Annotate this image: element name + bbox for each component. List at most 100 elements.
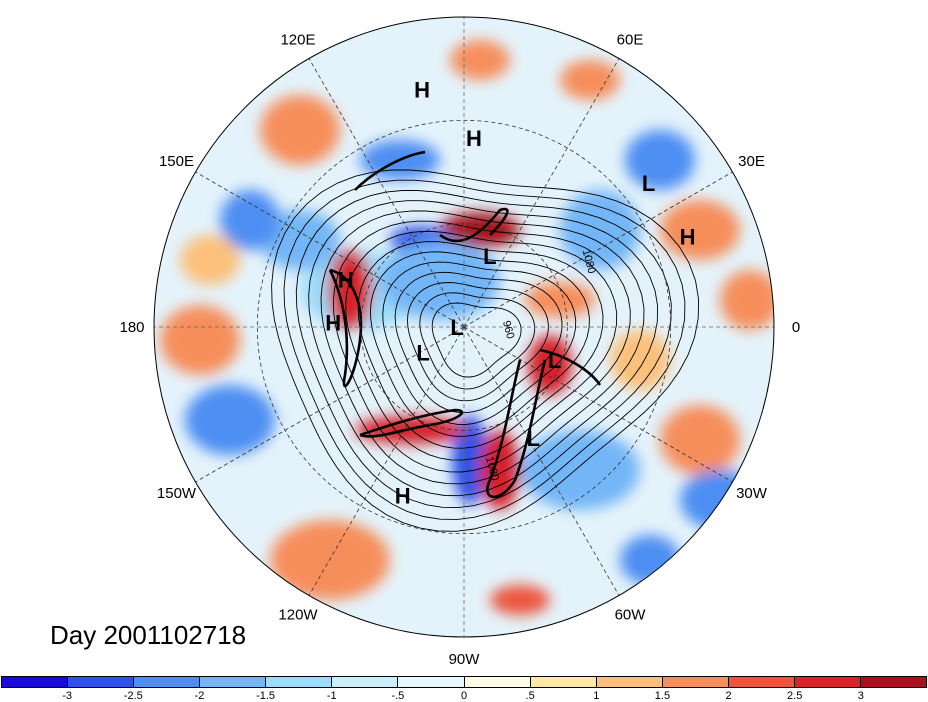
colorbar-swatch: [596, 677, 663, 687]
height-contour: [332, 220, 631, 473]
anomaly-blob: [480, 430, 520, 510]
contour-value-label: 960: [500, 319, 516, 340]
colorbar-labels: -3 -2.5 -2 -1.5 -1 -.5 0 .5 1 1.5 2 2.5 3: [0, 690, 928, 702]
meridian-line: [195, 171, 465, 328]
colorbar-label: 3: [857, 690, 864, 702]
height-contour: [308, 200, 659, 497]
longitude-label: 30E: [738, 153, 765, 170]
high-pressure-label: H: [414, 78, 430, 103]
height-contour: [431, 302, 522, 378]
height-contour: [271, 169, 700, 532]
anomaly-blob: [660, 200, 740, 260]
colorbar-label: -1.5: [256, 690, 276, 702]
height-contour: [394, 271, 563, 414]
anomaly-blob: [185, 385, 275, 455]
meridian-line: [308, 326, 465, 596]
anomaly-blob: [260, 95, 340, 165]
anomaly-blob: [520, 430, 640, 510]
low-pressure-label: L: [416, 341, 429, 366]
anomaly-blob: [525, 282, 595, 318]
colorbar-label: -2.5: [123, 690, 143, 702]
height-contour: [283, 179, 686, 520]
meridian-line: [463, 326, 620, 596]
anomaly-blob: [260, 210, 340, 270]
day-title: Day 2001102718: [50, 620, 247, 650]
colorbar-label: 1: [593, 690, 600, 702]
height-contour: [382, 261, 577, 425]
anomaly-blob: [720, 270, 774, 330]
anomaly-blob: [180, 235, 240, 285]
colorbar-swatch: [728, 677, 795, 687]
low-pressure-label: L: [548, 348, 561, 373]
anomaly-blob: [610, 330, 670, 390]
low-pressure-label: L: [450, 315, 463, 340]
colorbar-swatch: [398, 677, 465, 687]
colorbar-label: 2: [725, 690, 732, 702]
longitude-label: 90E: [451, 0, 478, 4]
longitude-label: 60E: [617, 32, 644, 49]
longitude-label: 120E: [280, 32, 315, 49]
height-contour: [419, 292, 536, 390]
high-pressure-label: H: [395, 483, 411, 508]
low-pressure-label: L: [642, 171, 655, 196]
meridian-line: [463, 171, 733, 328]
meridian-line: [463, 58, 620, 328]
anomaly-blob: [490, 585, 550, 615]
colorbar-swatch: [266, 677, 333, 687]
colorbar: [1, 676, 927, 688]
colorbar-swatch: [464, 677, 531, 687]
height-contour: [357, 241, 604, 449]
colorbar-swatch: [68, 677, 135, 687]
high-pressure-label: H: [338, 267, 354, 292]
colorbar-swatch: [662, 677, 729, 687]
jet-contour: [439, 207, 509, 243]
longitude-label: 150E: [159, 153, 194, 170]
longitude-label: 180: [119, 319, 144, 336]
colorbar-label: -1: [326, 690, 337, 702]
colorbar-label: .5: [525, 690, 535, 702]
jet-contour: [539, 348, 602, 386]
longitude-label: 30W: [736, 485, 768, 502]
longitude-label: 0: [792, 319, 800, 336]
colorbar-swatch: [134, 677, 201, 687]
map-border: [153, 16, 775, 638]
colorbar-swatch: [530, 677, 597, 687]
anomaly-blob: [625, 130, 695, 190]
height-contour: [320, 210, 645, 485]
colorbar-swatch: [794, 677, 862, 687]
jet-contour: [486, 359, 547, 499]
high-pressure-label: H: [680, 225, 696, 250]
colorbar-swatch: [200, 677, 267, 687]
anomaly-blob: [160, 305, 240, 375]
height-contour: [295, 190, 672, 509]
colorbar-swatch: [332, 677, 399, 687]
latitude-circle: [360, 223, 568, 431]
anomaly-blob: [452, 415, 488, 505]
low-pressure-label: L: [483, 244, 496, 269]
anomaly-blob: [380, 240, 500, 320]
height-contours: [271, 150, 700, 532]
colorbar-label: 1.5: [654, 690, 671, 702]
anomaly-blob: [220, 190, 280, 250]
longitude-label: 120W: [278, 607, 318, 624]
jet-contour: [328, 268, 363, 388]
longitude-label: 60W: [615, 607, 647, 624]
meridian-line: [308, 58, 465, 328]
meridian-line: [195, 326, 465, 483]
height-contour: [369, 251, 590, 437]
anomaly-blob: [270, 520, 390, 600]
longitude-label: 150W: [157, 485, 197, 502]
colorbar-label: -3: [62, 690, 73, 702]
jet-contour: [359, 408, 463, 438]
colorbar-swatch: [2, 677, 69, 687]
colorbar-swatch: [861, 677, 927, 687]
lat-lon-grid: [154, 17, 774, 637]
colorbar-label: -.5: [391, 690, 405, 702]
low-pressure-label: L: [527, 426, 540, 451]
colorbar-label: 2.5: [787, 690, 803, 702]
colorbar-label: -2: [194, 690, 205, 702]
height-contour: [407, 282, 549, 402]
anomaly-blob: [450, 40, 510, 80]
